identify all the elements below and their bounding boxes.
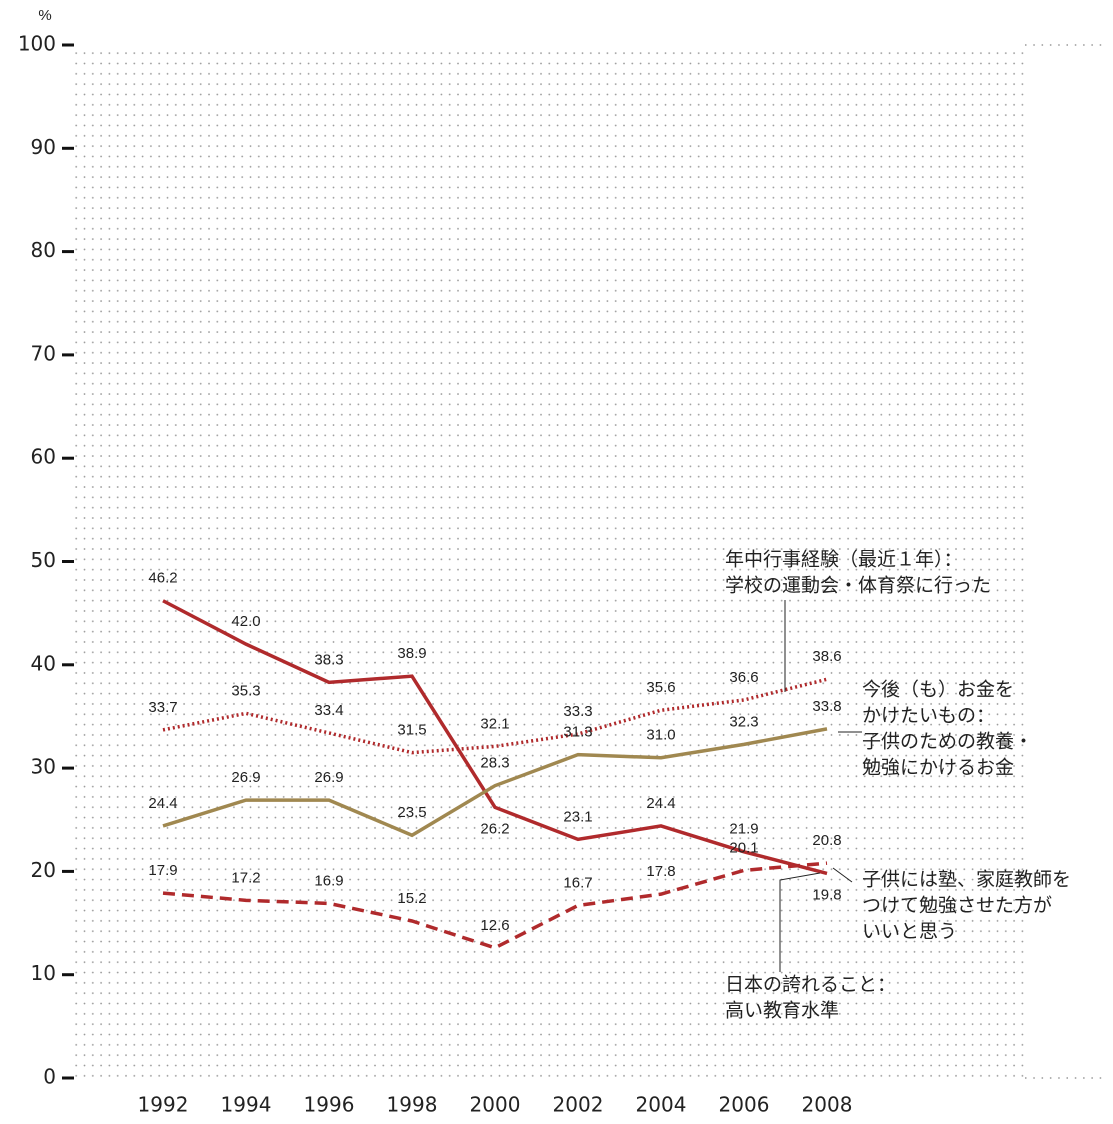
series-line: [162, 727, 828, 838]
series-name: 学校の運動会・体育祭に行った: [725, 575, 991, 597]
series-name: つけて勉強させた方が: [862, 895, 1052, 917]
value-label: 20.8: [812, 832, 841, 849]
series-name: いいと思う: [862, 921, 957, 943]
series-line: [162, 599, 828, 876]
value-label: 23.1: [563, 808, 592, 825]
x-tick-label: 1996: [304, 1093, 355, 1117]
x-tick-label: 2000: [470, 1093, 521, 1117]
x-tick-label: 1998: [387, 1093, 438, 1117]
value-label: 17.2: [231, 869, 260, 886]
series-line: [162, 861, 828, 950]
value-label: 35.6: [646, 679, 675, 696]
value-label: 26.2: [480, 820, 509, 837]
y-tick-label: 0: [43, 1065, 56, 1089]
value-label: 36.6: [729, 669, 758, 686]
y-tick-label: 50: [31, 548, 56, 572]
y-axis-label: %: [38, 7, 51, 24]
value-label: 35.3: [231, 682, 260, 699]
value-label: 19.8: [812, 886, 841, 903]
value-label: 38.3: [314, 651, 343, 668]
value-label: 16.9: [314, 872, 343, 889]
value-label: 42.0: [231, 613, 260, 630]
value-label: 38.9: [397, 645, 426, 662]
series-name: 年中行事経験（最近１年）：: [725, 549, 963, 571]
y-tick-label: 90: [31, 135, 56, 159]
leader-line: [779, 872, 821, 972]
y-tick-label: 80: [31, 238, 56, 262]
series-name: 今後（も）お金を: [862, 679, 1014, 701]
value-label: 31.3: [563, 724, 592, 741]
value-label: 26.9: [231, 769, 260, 786]
value-label: 33.3: [563, 703, 592, 720]
x-tick-label: 2006: [719, 1093, 770, 1117]
value-label: 17.8: [646, 863, 675, 880]
series-name: 高い教育水準: [725, 1000, 839, 1022]
value-label: 21.9: [729, 821, 758, 838]
leader-line: [832, 867, 853, 883]
grid-dots: [75, 44, 1025, 1080]
value-label: 33.8: [812, 698, 841, 715]
y-tick-label: 10: [31, 961, 56, 985]
value-label: 24.4: [148, 795, 177, 812]
x-tick-label: 1994: [221, 1093, 272, 1117]
x-tick-label: 2004: [636, 1093, 687, 1117]
y-tick-label: 20: [31, 858, 56, 882]
x-tick-label: 1992: [138, 1093, 189, 1117]
value-label: 15.2: [397, 890, 426, 907]
y-tick-label: 100: [18, 32, 56, 56]
value-label: 24.4: [646, 795, 675, 812]
series-name: 子供のための教養・: [862, 731, 1033, 753]
series-name: 子供には塾、家庭教師を: [862, 869, 1071, 891]
value-label: 31.5: [397, 722, 426, 739]
series-name: かけたいもの：: [862, 705, 995, 727]
value-label: 33.4: [314, 702, 343, 719]
x-tick-label: 2002: [553, 1093, 604, 1117]
value-label: 32.3: [729, 713, 758, 730]
value-label: 16.7: [563, 874, 592, 891]
y-tick-label: 60: [31, 445, 56, 469]
value-label: 32.1: [480, 715, 509, 732]
value-label: 28.3: [480, 755, 509, 772]
value-label: 38.6: [812, 648, 841, 665]
series-name: 勉強にかけるお金: [862, 757, 1014, 779]
x-tick-label: 2008: [802, 1093, 853, 1117]
value-label: 31.0: [646, 727, 675, 744]
value-label: 23.5: [397, 804, 426, 821]
y-tick-label: 70: [31, 341, 56, 365]
value-label: 12.6: [480, 917, 509, 934]
value-label: 33.7: [148, 699, 177, 716]
value-label: 17.9: [148, 862, 177, 879]
y-tick-label: 40: [31, 651, 56, 675]
series-name: 日本の誇れること：: [725, 974, 896, 996]
value-label: 26.9: [314, 769, 343, 786]
y-tick-label: 30: [31, 755, 56, 779]
value-label: 46.2: [148, 570, 177, 587]
value-label: 20.1: [729, 839, 758, 856]
